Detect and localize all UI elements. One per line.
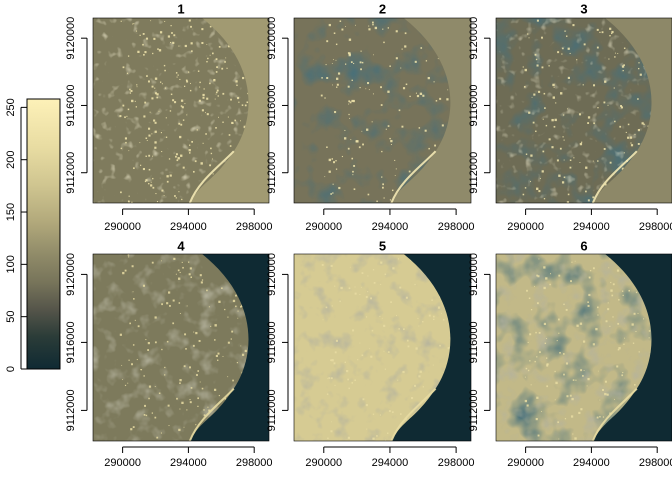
panel-frame	[293, 17, 472, 204]
colorbar-gradient	[26, 98, 61, 370]
y-tick-label: 9120000	[65, 253, 77, 296]
panel-grid: 1 290000 294000 298000 9112000 9116000 9120000…	[65, 1, 672, 469]
y-tick-label: 9120000	[468, 17, 480, 60]
colorbar-tick-label: 250	[5, 98, 17, 116]
panel-title: 3	[580, 1, 587, 16]
y-tick-label: 9120000	[266, 17, 278, 60]
y-tick-label: 9116000	[266, 321, 278, 363]
y-tick-label: 9116000	[65, 84, 77, 126]
raster-image	[93, 18, 269, 203]
colorbar-tick-label: 100	[5, 255, 17, 273]
x-tick-label: 298000	[639, 457, 672, 469]
x-tick-label: 290000	[104, 221, 141, 233]
panel-3: 3 290000 294000 298000 9112000 9116000 9120000	[468, 1, 672, 233]
x-tick-label: 290000	[305, 457, 342, 469]
panel-6: 6 290000 294000 298000 9112000 9116000 9120000	[468, 238, 672, 469]
panel-frame	[92, 17, 270, 204]
panel-4: 4 290000 294000 298000 9112000 9116000 9120000	[65, 238, 273, 469]
y-tick-label: 9112000	[266, 389, 278, 431]
y-tick-label: 9112000	[65, 152, 77, 194]
y-tick-label: 9116000	[65, 321, 77, 363]
x-tick-label: 290000	[305, 221, 342, 233]
raster-image	[496, 254, 672, 441]
panel-title: 2	[379, 1, 386, 16]
panel-frame	[495, 253, 672, 442]
panel-title: 4	[177, 238, 185, 253]
x-tick-label: 298000	[236, 221, 273, 233]
raster-image	[93, 254, 269, 441]
y-tick-label: 9120000	[65, 17, 77, 60]
y-tick-label: 9120000	[266, 253, 278, 296]
x-tick-label: 294000	[372, 457, 409, 469]
raster-image	[294, 18, 471, 203]
y-tick-label: 9112000	[65, 389, 77, 431]
panel-frame	[495, 17, 672, 204]
x-tick-label: 298000	[438, 457, 475, 469]
y-tick-label: 9112000	[468, 389, 480, 431]
colorbar: 0 50 100 150 200 250	[5, 98, 61, 372]
panel-frame	[293, 253, 472, 442]
panel-frame	[92, 253, 270, 442]
colorbar-ticks: 0 50 100 150 200 250	[5, 98, 27, 372]
x-tick-label: 294000	[573, 221, 610, 233]
x-tick-label: 290000	[507, 221, 544, 233]
panel-title: 6	[580, 238, 587, 253]
y-tick-label: 9116000	[266, 84, 278, 126]
colorbar-tick-label: 200	[5, 151, 17, 169]
y-tick-label: 9112000	[468, 152, 480, 194]
y-tick-label: 9116000	[468, 84, 480, 126]
x-tick-label: 290000	[104, 457, 141, 469]
y-tick-label: 9120000	[468, 253, 480, 296]
panel-title: 1	[177, 1, 184, 16]
panel-title: 5	[379, 238, 386, 253]
y-tick-label: 9116000	[468, 321, 480, 363]
colorbar-tick-label: 50	[5, 311, 17, 323]
x-tick-label: 298000	[236, 457, 273, 469]
x-tick-label: 290000	[507, 457, 544, 469]
colorbar-tick-label: 150	[5, 203, 17, 221]
panel-5: 5 290000 294000 298000 9112000 9116000 9120000	[266, 238, 474, 469]
panel-1: 1 290000 294000 298000 9112000 9116000 9120000	[65, 1, 273, 233]
raster-image	[294, 254, 471, 441]
x-tick-label: 298000	[639, 221, 672, 233]
x-tick-label: 294000	[372, 221, 409, 233]
y-tick-label: 9112000	[266, 152, 278, 194]
colorbar-tick-label: 0	[5, 366, 17, 372]
x-tick-label: 294000	[170, 221, 207, 233]
x-tick-label: 294000	[170, 457, 207, 469]
panel-2: 2 290000 294000 298000 9112000 9116000 9120000	[266, 1, 474, 233]
raster-image	[496, 18, 672, 203]
x-tick-label: 294000	[573, 457, 610, 469]
x-tick-label: 298000	[438, 221, 475, 233]
